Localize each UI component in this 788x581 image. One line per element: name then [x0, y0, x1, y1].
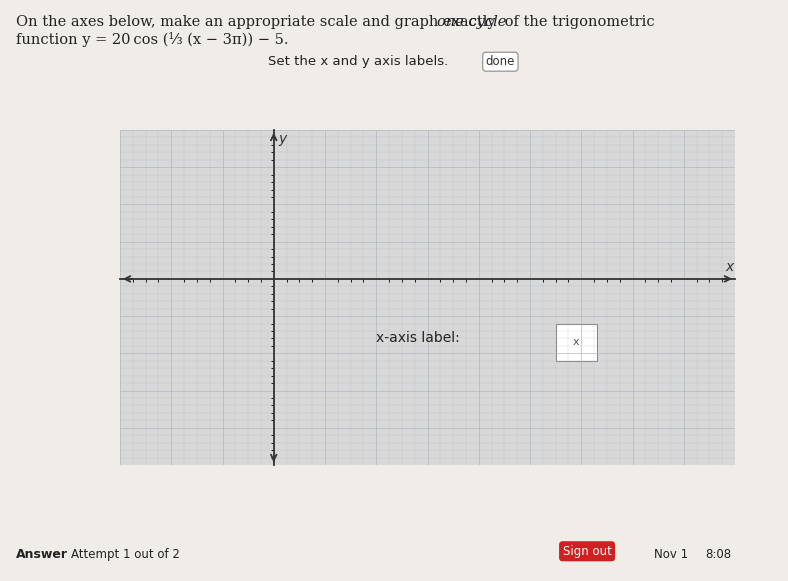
Text: one cycle: one cycle — [437, 15, 507, 28]
Text: x: x — [573, 337, 579, 347]
Text: Answer: Answer — [16, 548, 68, 561]
Text: x: x — [725, 260, 734, 274]
Text: 8:08: 8:08 — [705, 548, 731, 561]
Text: of the trigonometric: of the trigonometric — [500, 15, 655, 28]
Text: Sign out: Sign out — [563, 545, 611, 558]
Text: function y = 20 cos (¹⁄₃ (x − 3π)) − 5.: function y = 20 cos (¹⁄₃ (x − 3π)) − 5. — [16, 32, 288, 47]
Text: Nov 1: Nov 1 — [654, 548, 688, 561]
Text: y: y — [279, 132, 287, 146]
Text: On the axes below, make an appropriate scale and graph exactly: On the axes below, make an appropriate s… — [16, 15, 500, 28]
FancyBboxPatch shape — [556, 324, 597, 361]
Text: Set the x and y axis labels.: Set the x and y axis labels. — [268, 55, 448, 68]
Text: Attempt 1 out of 2: Attempt 1 out of 2 — [71, 548, 180, 561]
Text: x-axis label:: x-axis label: — [376, 331, 460, 346]
Text: done: done — [485, 55, 515, 68]
